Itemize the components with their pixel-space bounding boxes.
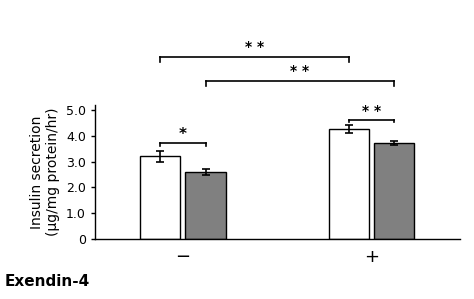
Text: Exendin-4: Exendin-4 [5,274,90,289]
Y-axis label: Insulin secretion
(μg/mg protein/hr): Insulin secretion (μg/mg protein/hr) [30,108,60,236]
Bar [140,156,181,239]
Text: * *: * * [362,104,381,118]
Text: *: * [179,127,187,142]
Bar [329,129,369,239]
Text: * *: * * [245,40,264,54]
Bar [374,143,414,239]
Text: * *: * * [291,64,310,78]
Bar [185,172,226,239]
